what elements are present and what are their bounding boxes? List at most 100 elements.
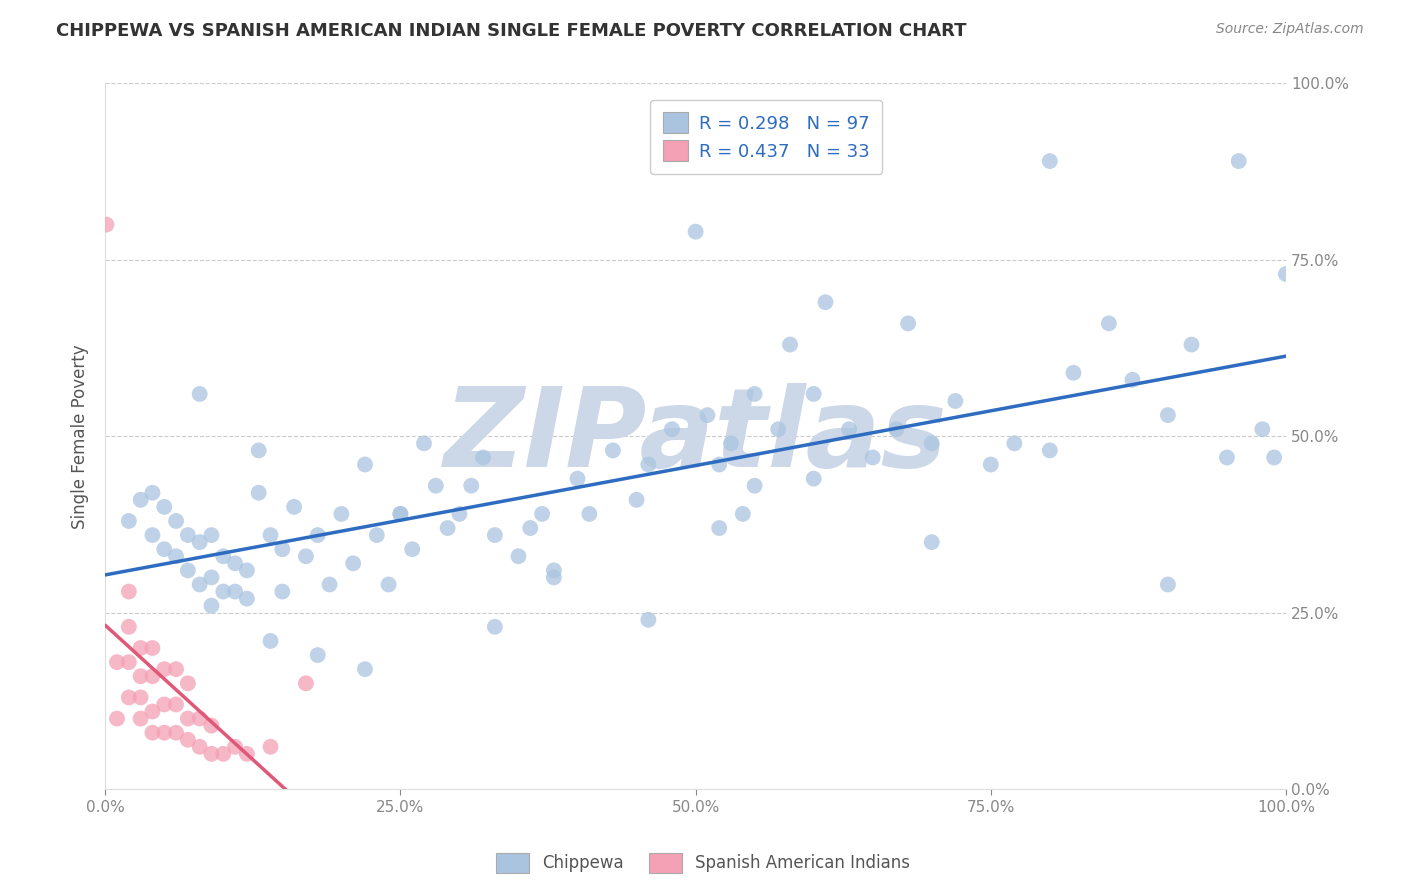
Point [460, 478, 482, 492]
Point [247, 443, 270, 458]
Point [685, 225, 707, 239]
Point [200, 718, 222, 732]
Point [731, 507, 754, 521]
Point [318, 577, 340, 591]
Point [377, 577, 399, 591]
Y-axis label: Single Female Poverty: Single Female Poverty [72, 344, 89, 529]
Point [484, 528, 506, 542]
Point [295, 549, 318, 564]
Point [283, 500, 305, 514]
Point [259, 634, 281, 648]
Point [401, 542, 423, 557]
Point [508, 549, 530, 564]
Text: ZIPatlas: ZIPatlas [444, 383, 948, 490]
Point [531, 507, 554, 521]
Point [259, 739, 281, 754]
Point [141, 485, 163, 500]
Point [141, 669, 163, 683]
Point [1227, 154, 1250, 169]
Point [862, 450, 884, 465]
Point [153, 542, 176, 557]
Point [1180, 337, 1202, 351]
Point [236, 747, 259, 761]
Point [1157, 408, 1180, 422]
Point [1251, 422, 1274, 436]
Point [1062, 366, 1084, 380]
Point [118, 690, 141, 705]
Point [118, 620, 141, 634]
Point [484, 620, 506, 634]
Point [165, 698, 187, 712]
Point [413, 436, 436, 450]
Point [129, 492, 152, 507]
Point [129, 712, 152, 726]
Point [188, 577, 211, 591]
Point [307, 648, 329, 662]
Point [1275, 267, 1298, 281]
Point [921, 535, 943, 549]
Point [200, 528, 222, 542]
Point [425, 478, 447, 492]
Point [744, 387, 766, 401]
Point [637, 458, 659, 472]
Point [637, 613, 659, 627]
Point [188, 712, 211, 726]
Point [271, 584, 294, 599]
Point [129, 640, 152, 655]
Point [188, 387, 211, 401]
Point [543, 563, 565, 577]
Point [247, 485, 270, 500]
Point [141, 705, 163, 719]
Point [602, 443, 624, 458]
Point [768, 422, 790, 436]
Point [330, 507, 353, 521]
Point [389, 507, 412, 521]
Point [1098, 317, 1121, 331]
Legend: R = 0.298   N = 97, R = 0.437   N = 33: R = 0.298 N = 97, R = 0.437 N = 33 [651, 100, 883, 174]
Point [153, 698, 176, 712]
Point [118, 584, 141, 599]
Point [153, 662, 176, 676]
Point [212, 584, 235, 599]
Point [165, 549, 187, 564]
Point [141, 528, 163, 542]
Point [389, 507, 412, 521]
Point [709, 458, 731, 472]
Point [177, 563, 200, 577]
Point [1121, 373, 1143, 387]
Point [200, 599, 222, 613]
Point [519, 521, 541, 535]
Point [342, 557, 364, 571]
Point [177, 712, 200, 726]
Text: Source: ZipAtlas.com: Source: ZipAtlas.com [1216, 22, 1364, 37]
Legend: Chippewa, Spanish American Indians: Chippewa, Spanish American Indians [489, 847, 917, 880]
Point [129, 669, 152, 683]
Point [177, 676, 200, 690]
Point [567, 472, 589, 486]
Point [1039, 443, 1062, 458]
Point [720, 436, 742, 450]
Point [838, 422, 860, 436]
Point [980, 458, 1002, 472]
Point [236, 563, 259, 577]
Point [129, 690, 152, 705]
Point [177, 528, 200, 542]
Point [661, 422, 683, 436]
Point [105, 712, 128, 726]
Point [1002, 436, 1025, 450]
Point [543, 570, 565, 584]
Point [307, 528, 329, 542]
Point [921, 436, 943, 450]
Point [212, 549, 235, 564]
Point [696, 408, 718, 422]
Text: CHIPPEWA VS SPANISH AMERICAN INDIAN SINGLE FEMALE POVERTY CORRELATION CHART: CHIPPEWA VS SPANISH AMERICAN INDIAN SING… [56, 22, 967, 40]
Point [165, 514, 187, 528]
Point [224, 739, 246, 754]
Point [153, 500, 176, 514]
Point [105, 655, 128, 669]
Point [814, 295, 837, 310]
Point [472, 450, 495, 465]
Point [200, 570, 222, 584]
Point [177, 732, 200, 747]
Point [165, 662, 187, 676]
